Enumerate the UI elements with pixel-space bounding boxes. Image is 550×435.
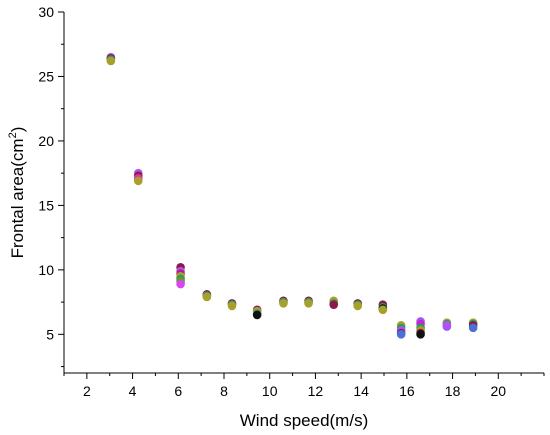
x-tick-label: 18 <box>445 383 461 399</box>
data-point <box>329 300 339 309</box>
data-point <box>176 279 185 289</box>
y-tick-label: 20 <box>38 133 54 149</box>
y-axis-title-superscript: 2 <box>7 132 19 138</box>
y-tick-label: 25 <box>38 68 54 84</box>
data-point <box>106 56 116 66</box>
axes <box>63 12 544 374</box>
x-tick-label: 20 <box>490 383 506 399</box>
x-tick-label: 16 <box>399 383 415 399</box>
x-tick-label: 2 <box>83 383 91 399</box>
data-point <box>396 330 406 339</box>
y-tick-label: 15 <box>38 197 54 213</box>
data-point <box>279 299 288 308</box>
y-tick-label: 5 <box>46 326 54 342</box>
data-points <box>106 52 478 339</box>
y-axis-title-main: Frontal area(cm <box>8 138 27 258</box>
y-axis-title: Frontal area(cm2) <box>7 127 27 259</box>
x-tick-label: 12 <box>308 383 324 399</box>
data-point <box>202 292 212 302</box>
x-tick-label: 4 <box>129 383 137 399</box>
data-point <box>378 305 388 315</box>
data-point <box>227 301 237 311</box>
data-point <box>353 301 363 311</box>
x-tick-label: 14 <box>353 383 369 399</box>
x-tick-label: 10 <box>262 383 278 399</box>
x-tick-label: 8 <box>220 383 228 399</box>
y-tick-label: 10 <box>38 262 54 278</box>
data-point <box>304 299 313 308</box>
data-point <box>252 310 262 320</box>
data-point <box>442 322 452 331</box>
data-point <box>133 176 143 186</box>
x-tick-label: 6 <box>174 383 182 399</box>
y-axis-title-close: ) <box>8 127 27 133</box>
x-ticks: 2 4 6 8 10 12 14 16 18 20 <box>63 373 545 399</box>
y-tick-label: 30 <box>38 4 54 20</box>
x-axis-title: Wind speed(m/s) <box>240 411 368 430</box>
y-ticks: 5 10 15 20 25 30 <box>38 4 64 368</box>
data-point <box>416 330 425 339</box>
data-point <box>468 323 478 333</box>
